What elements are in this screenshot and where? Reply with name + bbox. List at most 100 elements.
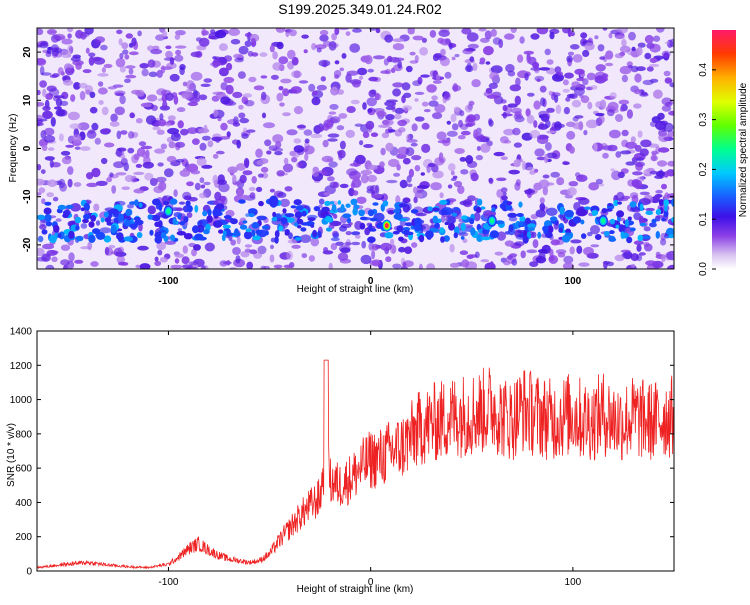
spectrogram-band-cell xyxy=(601,208,608,214)
spectrogram-band-cell xyxy=(230,218,238,225)
spectrogram-cell xyxy=(120,130,128,135)
spectrogram-band-cell xyxy=(476,234,484,242)
spectrogram-cell xyxy=(526,55,532,64)
spectrogram-cell xyxy=(496,177,507,182)
spectrogram-band-cell xyxy=(307,217,316,222)
spectrogram-cell xyxy=(623,250,633,260)
spectrogram-cell xyxy=(199,142,207,151)
spectrogram-cell xyxy=(546,152,558,159)
spectrogram-cell xyxy=(370,132,379,137)
spectrogram-cell xyxy=(375,28,381,34)
colorbar-gradient xyxy=(712,30,736,269)
spectrogram-cell xyxy=(431,164,439,173)
spectrogram-cell xyxy=(542,174,550,179)
spectrogram-cell xyxy=(653,89,663,99)
spectrogram-cell xyxy=(476,146,481,151)
spectrogram-cell xyxy=(507,103,518,108)
spectrogram-cell xyxy=(502,191,507,196)
spectrogram-cell xyxy=(406,139,418,143)
spectrogram-cell xyxy=(572,54,583,63)
spectrogram-cell xyxy=(558,214,564,219)
spectrogram-cell xyxy=(465,155,474,164)
spectrogram-cell xyxy=(337,149,346,159)
spectrogram-band-cell xyxy=(57,204,67,210)
spectrogram-cell xyxy=(507,70,516,77)
spectrogram-cell xyxy=(114,92,125,97)
spectrogram-cell xyxy=(46,48,52,55)
spectrogram-cell xyxy=(80,223,88,229)
spectrogram-cell xyxy=(503,260,511,266)
spectrogram-cell xyxy=(362,102,367,110)
spectrogram-cell xyxy=(248,76,257,83)
spectrogram-band-cell xyxy=(293,199,302,206)
spectrogram-cell xyxy=(165,45,172,50)
spectrogram-cell xyxy=(277,192,287,198)
spectrogram-cell xyxy=(282,163,294,173)
spectrogram-cell xyxy=(272,134,284,144)
spectrogram-band-cell xyxy=(372,202,379,206)
spectrogram-band-cell xyxy=(172,217,177,225)
colorbar-tick-label: 0.2 xyxy=(698,162,709,176)
spectrogram-cell xyxy=(503,128,515,136)
spectrogram-cell xyxy=(640,91,648,96)
spectrogram-cell xyxy=(298,80,309,84)
spectrogram-cell xyxy=(55,218,62,222)
spectrogram-cell xyxy=(74,259,84,264)
spectrogram-band-cell xyxy=(185,200,191,207)
spectrogram-cell xyxy=(345,231,352,236)
spectrogram-cell xyxy=(597,44,605,52)
spectrogram-x-label: Height of straight line (km) xyxy=(297,284,414,295)
spectrogram-cell xyxy=(480,143,491,153)
spectrogram-cell xyxy=(65,144,75,148)
spectrogram-cell xyxy=(646,66,654,72)
spectrogram-band-cell xyxy=(44,201,52,206)
spectrogram-cell xyxy=(397,60,403,69)
spectrogram-cell xyxy=(648,63,660,68)
spectrogram-cell xyxy=(269,254,275,263)
spectrogram-cell xyxy=(426,263,435,269)
spectrogram-band-cell xyxy=(325,227,332,232)
y-tick-label: 200 xyxy=(15,532,32,543)
spectrogram-cell xyxy=(230,38,241,45)
spectrogram-cell xyxy=(59,100,69,106)
spectrogram-cell xyxy=(432,112,443,120)
spectrogram-band-cell xyxy=(49,235,57,244)
spectrogram-band-cell xyxy=(80,207,86,212)
spectrogram-cell xyxy=(219,260,228,267)
spectrogram-band-cell xyxy=(154,221,161,227)
spectrogram-cell xyxy=(76,135,82,143)
spectrogram-band-cell xyxy=(92,228,101,235)
spectrogram-cell xyxy=(414,91,425,95)
spectrogram-cell xyxy=(517,54,524,63)
spectrogram-band-cell xyxy=(656,208,662,214)
spectrogram-cell xyxy=(539,67,551,71)
spectrogram-cell xyxy=(158,119,167,127)
spectrogram-cell xyxy=(638,215,645,225)
spectrogram-cell xyxy=(602,152,609,159)
y-tick-label: 800 xyxy=(15,429,32,440)
spectrogram-cell xyxy=(165,92,175,102)
spectrogram-band-cell xyxy=(358,209,365,217)
spectrogram-cell xyxy=(423,109,431,113)
spectrogram-cell xyxy=(327,133,340,138)
spectrogram-cell xyxy=(609,92,617,99)
spectrogram-cell xyxy=(640,139,652,148)
spectrogram-cell xyxy=(364,54,373,65)
spectrogram-cell xyxy=(327,138,338,142)
spectrogram-cell xyxy=(408,168,414,178)
spectrogram-band-cell xyxy=(352,207,358,216)
spectrogram-cell xyxy=(360,169,373,176)
spectrogram-band-cell xyxy=(620,231,625,240)
spectrogram-cell xyxy=(269,44,275,53)
spectrogram-band-cell xyxy=(580,219,585,225)
spectrogram-cell xyxy=(155,176,167,183)
spectrogram-cell xyxy=(514,95,521,106)
spectrogram-cell xyxy=(162,100,168,110)
spectrogram-cell xyxy=(110,113,118,123)
spectrogram-cell xyxy=(412,35,424,41)
spectrogram-cell xyxy=(632,171,643,176)
spectrogram-cell xyxy=(70,94,76,102)
spectrogram-cell xyxy=(308,83,316,92)
spectrogram-cell xyxy=(322,139,329,148)
spectrogram-band-cell xyxy=(43,207,52,215)
